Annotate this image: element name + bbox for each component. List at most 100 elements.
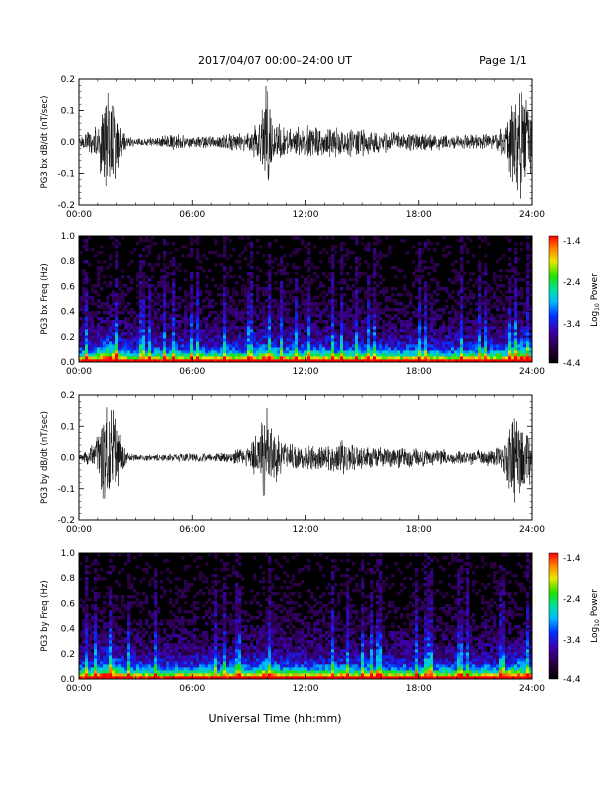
spectrogram-cell xyxy=(187,323,191,327)
spectrogram-cell xyxy=(79,676,83,680)
spectrogram-cell xyxy=(391,350,395,354)
spectrogram-cell xyxy=(139,353,143,357)
spectrogram-cell xyxy=(103,281,107,285)
spectrogram-cell xyxy=(268,323,272,327)
spectrogram-cell xyxy=(205,347,209,351)
spectrogram-cell xyxy=(280,296,284,300)
spectrogram-cell xyxy=(433,350,437,354)
spectrogram-cell xyxy=(262,356,266,360)
spectrogram-cell xyxy=(487,308,491,312)
spectrogram-cell xyxy=(217,347,221,351)
spectrogram-cell xyxy=(253,320,257,324)
spectrogram-cell xyxy=(340,341,344,345)
spectrogram-cell xyxy=(166,311,170,315)
spectrogram-cell xyxy=(262,293,266,297)
spectrogram-cell xyxy=(331,299,335,303)
spectrogram-cell xyxy=(130,323,134,327)
spectrogram-cell xyxy=(190,604,194,608)
spectrogram-cell xyxy=(91,625,95,629)
spectrogram-cell xyxy=(169,676,173,680)
spectrogram-cell xyxy=(121,338,125,342)
spectrogram-cell xyxy=(433,248,437,252)
spectrogram-cell xyxy=(82,350,86,354)
spectrogram-cell xyxy=(97,610,101,614)
spectrogram-cell xyxy=(148,634,152,638)
spectrogram-cell xyxy=(139,580,143,584)
spectrogram-cell xyxy=(109,604,113,608)
spectrogram-cell xyxy=(223,326,227,330)
spectrogram-cell xyxy=(142,302,146,306)
spectrogram-cell xyxy=(184,332,188,336)
spectrogram-cell xyxy=(373,350,377,354)
spectrogram-cell xyxy=(118,553,122,557)
spectrogram-cell xyxy=(364,329,368,333)
spectrogram-cell xyxy=(196,236,200,240)
spectrogram-cell xyxy=(334,317,338,321)
spectrogram-cell xyxy=(184,278,188,282)
spectrogram-cell xyxy=(424,338,428,342)
spectrogram-cell xyxy=(97,637,101,641)
spectrogram-cell xyxy=(118,649,122,653)
spectrogram-cell xyxy=(115,631,119,635)
spectrogram-cell xyxy=(493,305,497,309)
spectrogram-cell xyxy=(355,329,359,333)
spectrogram-cell xyxy=(136,592,140,596)
spectrogram-cell xyxy=(526,266,530,270)
spectrogram-cell xyxy=(415,359,419,363)
spectrogram-cell xyxy=(166,655,170,659)
spectrogram-cell xyxy=(226,332,230,336)
spectrogram-cell xyxy=(166,622,170,626)
spectrogram-cell xyxy=(97,634,101,638)
spectrogram-cell xyxy=(115,323,119,327)
spectrogram-cell xyxy=(442,359,446,363)
spectrogram-cell xyxy=(307,284,311,288)
spectrogram-cell xyxy=(283,347,287,351)
spectrogram-cell xyxy=(196,278,200,282)
spectrogram-cell xyxy=(106,670,110,674)
spectrogram-cell xyxy=(256,350,260,354)
spectrogram-cell xyxy=(181,592,185,596)
spectrogram-cell xyxy=(454,308,458,312)
spectrogram-cell xyxy=(292,299,296,303)
spectrogram-cell xyxy=(295,287,299,291)
spectrogram-cell xyxy=(88,613,92,617)
spectrogram-cell xyxy=(235,329,239,333)
spectrogram-cell xyxy=(412,335,416,339)
spectrogram-cell xyxy=(409,323,413,327)
spectrogram-cell xyxy=(181,317,185,321)
spectrogram-cell xyxy=(409,293,413,297)
spectrogram-cell xyxy=(430,302,434,306)
spectrogram-cell xyxy=(379,350,383,354)
spectrogram-cell xyxy=(313,329,317,333)
spectrogram-cell xyxy=(529,356,533,360)
spectrogram-cell xyxy=(403,314,407,318)
spectrogram-cell xyxy=(424,329,428,333)
spectrogram-cell xyxy=(175,308,179,312)
spectrogram-cell xyxy=(220,332,224,336)
spectrogram-cell xyxy=(373,257,377,261)
spectrogram-cell xyxy=(187,673,191,677)
spectrogram-cell xyxy=(250,293,254,297)
spectrogram-cell xyxy=(283,302,287,306)
spectrogram-cell xyxy=(472,254,476,258)
spectrogram-cell xyxy=(337,356,341,360)
spectrogram-cell xyxy=(265,344,269,348)
spectrogram-cell xyxy=(241,311,245,315)
spectrogram-cell xyxy=(274,335,278,339)
spectrogram-cell xyxy=(160,284,164,288)
spectrogram-cell xyxy=(154,622,158,626)
spectrogram-cell xyxy=(244,305,248,309)
spectrogram-cell xyxy=(319,317,323,321)
spectrogram-cell xyxy=(187,341,191,345)
spectrogram-cell xyxy=(154,592,158,596)
spectrogram-cell xyxy=(136,353,140,357)
spectrogram-cell xyxy=(85,239,89,243)
spectrogram-cell xyxy=(100,359,104,363)
spectrogram-cell xyxy=(307,296,311,300)
spectrogram-cell xyxy=(193,607,197,611)
spectrogram-cell xyxy=(415,275,419,279)
spectrogram-cell xyxy=(166,640,170,644)
spectrogram-cell xyxy=(181,658,185,662)
spectrogram-cell xyxy=(124,317,128,321)
spectrogram-cell xyxy=(448,278,452,282)
